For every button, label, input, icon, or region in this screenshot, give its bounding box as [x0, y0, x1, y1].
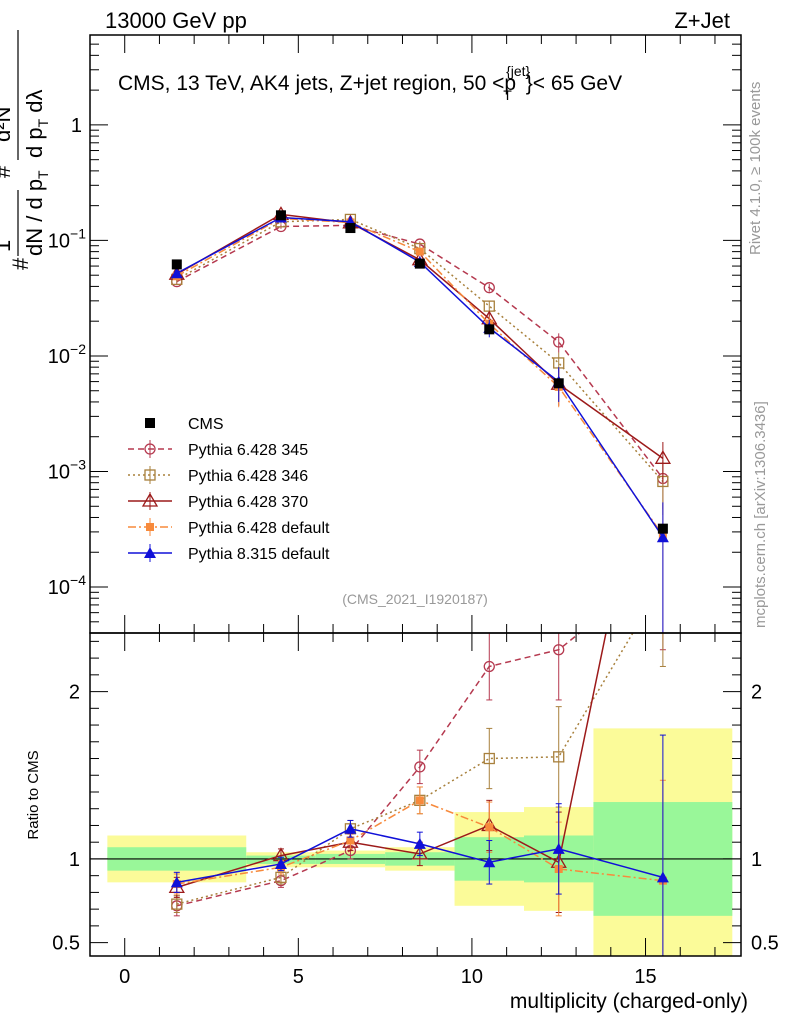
- ratio-point-p345: [553, 644, 565, 656]
- x-tick-label: 5: [293, 966, 304, 988]
- ratio-point-p346: [553, 751, 565, 763]
- legend-item-p8: Pythia 8.315 default: [128, 544, 330, 563]
- legend-marker-pdef: [146, 523, 154, 531]
- x-tick-label: 0: [119, 966, 130, 988]
- ratio-y-tick-label: 0.5: [52, 933, 80, 955]
- legend-marker-p370: [141, 492, 159, 507]
- legend-marker-p346: [144, 469, 156, 481]
- legend-label-p8: Pythia 8.315 default: [188, 546, 330, 563]
- x-tick-label: 15: [634, 966, 656, 988]
- ratio-point-pdef: [346, 836, 355, 845]
- legend-label-cms: CMS: [188, 416, 224, 433]
- legend-item-p345: Pythia 6.428 345: [128, 440, 308, 459]
- ratio-y-axis-label: Ratio to CMS: [25, 750, 42, 839]
- ratio-point-p8: [274, 857, 287, 869]
- main-y-axis-label: # 1 dN / d pT # d²N d pT dλ: [0, 30, 51, 270]
- point-p370: [654, 450, 672, 464]
- ratio-y-tick-label: 1: [69, 849, 80, 871]
- ratio-point-p345: [483, 660, 495, 673]
- ratio-point-pdef: [485, 823, 494, 832]
- x-axis-label: multiplicity (charged-only): [510, 990, 748, 1013]
- ratio-plot-frame: [89, 632, 742, 957]
- ratio-point-p8: [483, 856, 496, 868]
- main-series-group: [168, 206, 672, 633]
- main-plot-frame: [89, 34, 742, 634]
- ratio-point-p8: [344, 822, 357, 834]
- legend-label-p370: Pythia 6.428 370: [188, 494, 308, 511]
- legend-item-pdef: Pythia 6.428 default: [128, 518, 330, 537]
- ratio-y-tick-label-right: 2: [751, 682, 762, 704]
- legend-marker-cms: [145, 418, 155, 428]
- legend: CMS Pythia 6.428 345 Pythia 6.428 346 Pythi…: [128, 416, 330, 563]
- ratio-y-tick-label-right: 0.5: [751, 933, 779, 955]
- point-cms: [275, 210, 286, 221]
- legend-marker-p345: [144, 443, 156, 455]
- legend-label-pdef: Pythia 6.428 default: [188, 520, 330, 537]
- point-cms: [345, 223, 356, 234]
- main-y-tick-label: 1: [71, 115, 82, 137]
- ylabel-numerator: 1: [0, 240, 15, 252]
- legend-marker-p8: [144, 547, 156, 558]
- x-tick-label: 10: [461, 966, 483, 988]
- point-p345: [483, 282, 495, 294]
- ylabel-right-numerator: d²N: [0, 107, 15, 142]
- ratio-plot-area: 0.5 0.5 1 1 2 2 0 5 10 15: [52, 350, 779, 988]
- ylabel-right-denominator: d pT dλ: [22, 89, 51, 158]
- main-y-tick-label: 10−1: [48, 225, 86, 252]
- legend-label-p345: Pythia 6.428 345: [188, 442, 308, 459]
- ratio-point-p8: [656, 871, 669, 883]
- ratio-point-p8: [170, 876, 183, 888]
- ratio-point-p346: [171, 898, 183, 910]
- ylabel-hash-2: #: [0, 165, 15, 178]
- point-pdef: [415, 247, 424, 256]
- ratio-point-pdef: [415, 796, 424, 805]
- rivet-version-text: Rivet 4.1.0, ≥ 100k events: [747, 82, 764, 255]
- main-y-tick-label: 10−2: [48, 341, 86, 368]
- ratio-series-group: [90, 350, 741, 956]
- ratio-point-p8: [413, 837, 426, 849]
- plot-title: CMS, 13 TeV, AK4 jets, Z+jet region, 50 …: [118, 63, 622, 103]
- point-cms: [553, 378, 564, 389]
- ratio-y-tick-label-right: 1: [751, 849, 762, 871]
- legend-item-p370: Pythia 6.428 370: [128, 492, 308, 511]
- ratio-point-p346: [483, 752, 495, 765]
- point-p345: [553, 336, 565, 348]
- analysis-watermark: (CMS_2021_I1920187): [342, 591, 488, 607]
- ratio-point-p370: [411, 845, 428, 860]
- header-right: Z+Jet: [674, 8, 730, 33]
- ratio-point-p345: [414, 761, 426, 773]
- main-plot-area: 1 10−1 10−2 10−3 10−4: [48, 34, 741, 634]
- ratio-point-p8: [552, 842, 565, 854]
- point-cms: [414, 258, 425, 269]
- point-cms: [171, 259, 182, 270]
- main-y-tick-label: 10−4: [48, 572, 86, 599]
- point-cms: [657, 523, 668, 534]
- ratio-point-p370: [656, 350, 670, 362]
- point-p8: [170, 267, 183, 279]
- mcplots-url-text: mcplots.cern.ch [arXiv:1306.3436]: [752, 401, 769, 628]
- legend-label-p346: Pythia 6.428 346: [188, 468, 308, 485]
- ylabel-denominator: dN / d pT: [22, 170, 51, 256]
- legend-item-cms: CMS: [145, 416, 224, 433]
- ylabel-hash-1: #: [8, 257, 33, 270]
- point-p8: [656, 531, 669, 543]
- point-cms: [484, 324, 495, 335]
- legend-item-p346: Pythia 6.428 346: [128, 466, 308, 485]
- ratio-y-tick-label: 2: [69, 682, 80, 704]
- header-left: 13000 GeV pp: [105, 8, 247, 33]
- main-y-tick-label: 10−3: [48, 456, 86, 483]
